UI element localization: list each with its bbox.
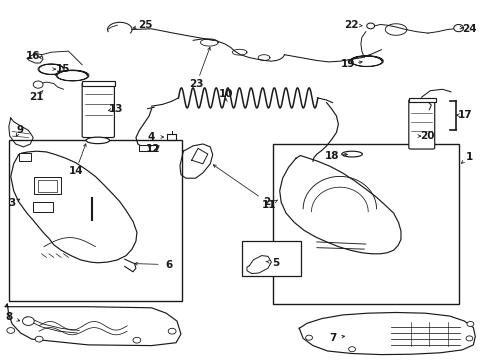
Ellipse shape bbox=[86, 137, 109, 144]
Bar bbox=[139, 145, 156, 151]
Text: 3: 3 bbox=[9, 198, 16, 208]
Text: 12: 12 bbox=[145, 144, 160, 154]
Text: 5: 5 bbox=[272, 258, 279, 268]
Text: 2: 2 bbox=[263, 197, 269, 207]
Circle shape bbox=[22, 317, 34, 325]
Circle shape bbox=[453, 24, 463, 32]
Text: 15: 15 bbox=[55, 64, 70, 74]
Text: 25: 25 bbox=[138, 20, 153, 30]
Text: 4: 4 bbox=[147, 132, 155, 142]
Bar bbox=[19, 153, 31, 161]
Circle shape bbox=[33, 81, 43, 88]
Text: 21: 21 bbox=[29, 92, 44, 102]
Text: 6: 6 bbox=[165, 260, 172, 270]
Text: 10: 10 bbox=[218, 89, 233, 99]
Circle shape bbox=[7, 328, 15, 333]
Circle shape bbox=[168, 328, 176, 334]
Circle shape bbox=[133, 337, 141, 343]
Bar bbox=[408, 98, 435, 102]
Ellipse shape bbox=[341, 151, 362, 157]
Text: 7: 7 bbox=[328, 333, 336, 343]
Circle shape bbox=[465, 336, 472, 341]
Circle shape bbox=[35, 336, 43, 342]
Bar bbox=[242, 241, 300, 276]
Text: 19: 19 bbox=[340, 59, 355, 69]
Text: 23: 23 bbox=[189, 78, 203, 89]
Bar bbox=[38, 180, 57, 192]
Text: 20: 20 bbox=[420, 131, 434, 141]
Text: 22: 22 bbox=[343, 20, 358, 30]
Circle shape bbox=[348, 347, 355, 352]
Text: 16: 16 bbox=[26, 51, 41, 61]
Text: 1: 1 bbox=[465, 152, 472, 162]
Text: 24: 24 bbox=[461, 24, 476, 34]
Text: 9: 9 bbox=[17, 125, 24, 135]
Bar bbox=[33, 202, 53, 212]
Bar bbox=[34, 177, 61, 194]
Text: 8: 8 bbox=[5, 312, 12, 322]
Bar bbox=[82, 81, 115, 86]
Text: 17: 17 bbox=[457, 110, 472, 120]
FancyBboxPatch shape bbox=[408, 99, 434, 149]
Text: 14: 14 bbox=[68, 166, 83, 176]
Text: 11: 11 bbox=[261, 200, 276, 210]
Bar bbox=[272, 144, 458, 304]
Circle shape bbox=[305, 335, 312, 340]
Circle shape bbox=[466, 321, 473, 327]
Bar bbox=[9, 140, 182, 301]
Circle shape bbox=[366, 23, 374, 29]
Text: 18: 18 bbox=[325, 150, 339, 161]
Text: 13: 13 bbox=[109, 104, 123, 114]
FancyBboxPatch shape bbox=[82, 82, 114, 138]
